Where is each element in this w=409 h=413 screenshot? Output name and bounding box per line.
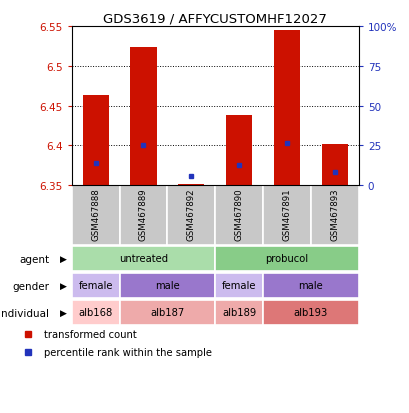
Bar (72, 274, 119, 298)
Text: ▶: ▶ (60, 309, 67, 317)
Text: GSM467889: GSM467889 (139, 188, 148, 241)
Text: percentile rank within the sample: percentile rank within the sample (44, 347, 211, 357)
Text: GSM467893: GSM467893 (330, 188, 339, 241)
Bar (119, 274, 215, 298)
Text: probucol: probucol (265, 254, 308, 263)
Text: GSM467891: GSM467891 (282, 188, 291, 241)
Bar (273, 31, 299, 186)
Text: alb168: alb168 (79, 307, 112, 317)
Bar (119, 301, 215, 325)
Bar (263, 274, 358, 298)
Bar (215, 301, 263, 325)
Bar (225, 116, 252, 186)
Text: transformed count: transformed count (44, 329, 137, 339)
Text: ▶: ▶ (60, 282, 67, 290)
Text: male: male (298, 280, 323, 290)
Bar (72, 247, 215, 271)
Text: alb189: alb189 (222, 307, 256, 317)
Bar (82, 96, 108, 186)
Bar (167, 186, 215, 246)
Text: alb187: alb187 (150, 307, 184, 317)
Bar (310, 186, 358, 246)
Bar (72, 301, 119, 325)
Text: GSM467888: GSM467888 (91, 188, 100, 241)
Bar (130, 47, 156, 186)
Text: GSM467892: GSM467892 (187, 188, 196, 241)
Text: male: male (155, 280, 180, 290)
Bar (215, 186, 263, 246)
Text: individual: individual (0, 308, 49, 318)
Bar (119, 186, 167, 246)
Text: untreated: untreated (119, 254, 168, 263)
Text: female: female (78, 280, 112, 290)
Text: GSM467890: GSM467890 (234, 188, 243, 241)
Bar (215, 247, 358, 271)
Text: alb193: alb193 (293, 307, 327, 317)
Text: ▶: ▶ (60, 255, 67, 263)
Bar (321, 145, 347, 186)
Text: gender: gender (12, 281, 49, 291)
Bar (72, 186, 119, 246)
Bar (263, 301, 358, 325)
Bar (178, 184, 204, 186)
Bar (215, 274, 263, 298)
Bar (263, 186, 310, 246)
Title: GDS3619 / AFFYCUSTOMHF12027: GDS3619 / AFFYCUSTOMHF12027 (103, 13, 326, 26)
Text: female: female (221, 280, 256, 290)
Text: agent: agent (19, 254, 49, 264)
